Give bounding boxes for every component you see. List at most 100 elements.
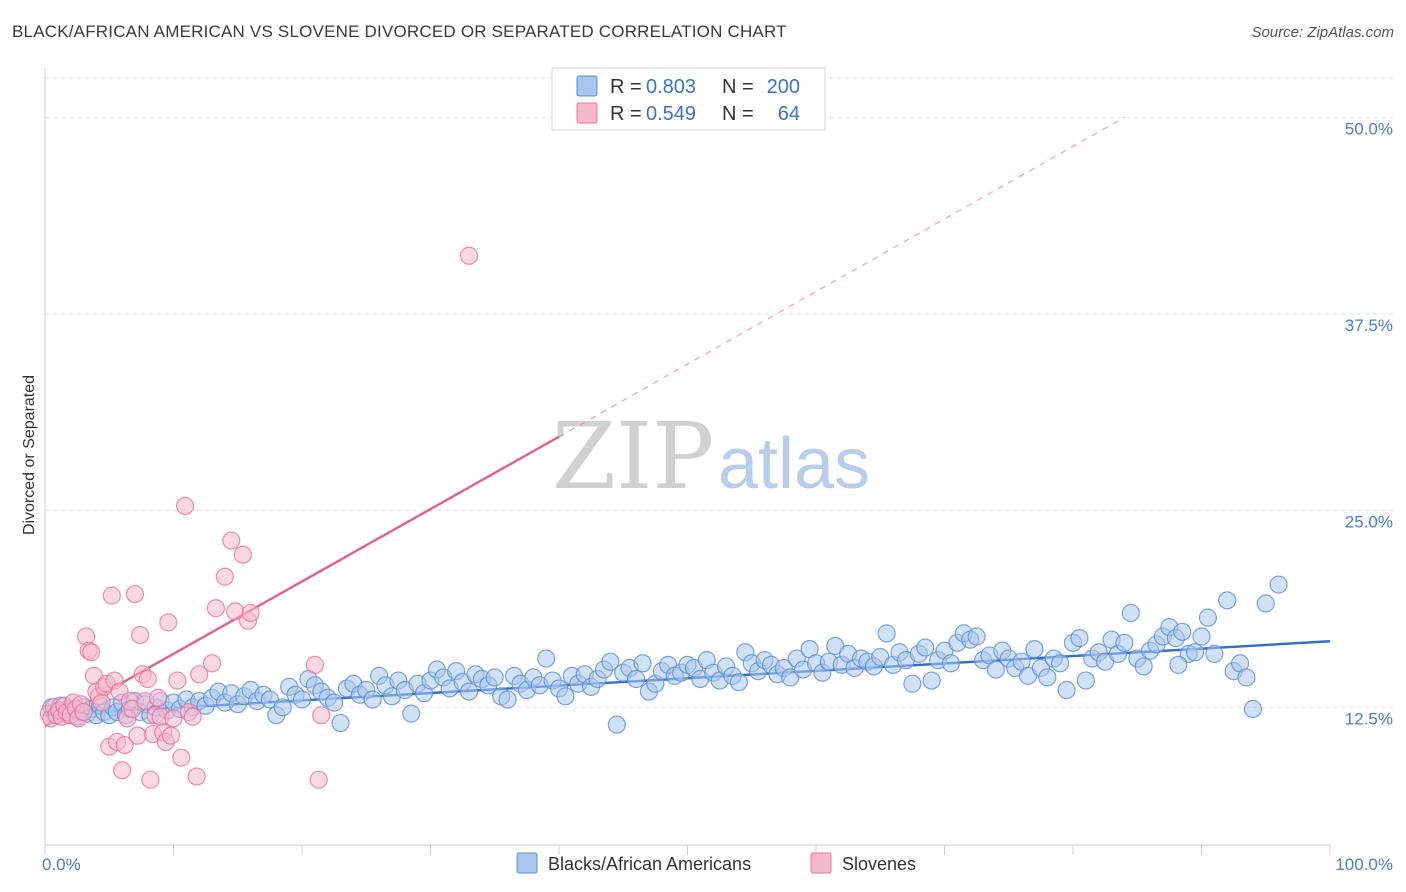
point-blacks: [1121, 603, 1140, 623]
bottom-legend-label: Slovenes: [842, 854, 916, 874]
x-tick-label: 100.0%: [1335, 855, 1393, 874]
point-blacks: [1243, 699, 1263, 719]
legend: R = 0.803 N = 200 R = 0.549 N = 64: [551, 67, 826, 131]
point-slovenes: [206, 599, 226, 618]
point-slovenes: [172, 748, 191, 767]
point-blacks: [331, 713, 350, 733]
point-blacks: [1218, 591, 1237, 610]
point-slovenes: [159, 613, 178, 632]
point-slovenes: [190, 665, 209, 684]
point-blacks: [1076, 671, 1095, 690]
point-slovenes: [112, 761, 132, 780]
point-slovenes: [183, 707, 202, 726]
bottom-legend-label: Blacks/African Americans: [548, 854, 751, 874]
legend-n-label: N =: [722, 76, 754, 98]
point-blacks: [1192, 627, 1211, 646]
point-slovenes: [130, 625, 150, 645]
point-slovenes: [202, 654, 222, 673]
point-slovenes: [215, 567, 234, 586]
point-blacks: [1057, 680, 1076, 700]
point-blacks: [916, 638, 935, 657]
point-slovenes: [175, 496, 195, 516]
point-slovenes: [241, 603, 260, 623]
point-blacks: [1269, 575, 1288, 594]
point-blacks: [292, 690, 312, 709]
y-tick-label: 37.5%: [1345, 316, 1393, 335]
point-blacks: [1051, 654, 1070, 673]
legend-r-label: R =: [610, 76, 642, 98]
watermark-zip: ZIP: [552, 403, 714, 510]
point-blacks: [1205, 644, 1224, 663]
legend-n-value: 200: [767, 76, 800, 98]
legend-r-value: 0.549: [646, 103, 696, 125]
point-blacks: [967, 627, 986, 646]
point-slovenes: [115, 735, 134, 755]
point-blacks: [626, 669, 646, 689]
watermark: ZIP atlas: [552, 403, 870, 510]
point-slovenes: [459, 246, 479, 265]
point-blacks: [877, 624, 896, 643]
point-slovenes: [74, 702, 93, 722]
point-blacks: [325, 693, 344, 712]
point-slovenes: [102, 586, 121, 605]
data-points: [39, 246, 1288, 789]
point-blacks: [537, 649, 556, 668]
point-blacks: [1169, 655, 1188, 674]
point-slovenes: [233, 545, 252, 564]
trend-line-pink: [44, 435, 560, 728]
tick-labels: 12.5% 25.0% 37.5% 50.0% 0.0% 100.0%: [42, 119, 1393, 874]
y-tick-label: 12.5%: [1345, 709, 1393, 728]
chart-title: BLACK/AFRICAN AMERICAN VS SLOVENE DIVORC…: [12, 22, 787, 41]
bottom-legend: Blacks/African Americans Slovenes: [516, 852, 916, 874]
trend-line-extension: [558, 116, 1125, 438]
point-slovenes: [309, 770, 328, 789]
y-axis-label: Divorced or Separated: [21, 375, 38, 535]
point-blacks: [601, 652, 620, 671]
point-slovenes: [141, 770, 160, 789]
point-blacks: [1115, 633, 1134, 652]
point-blacks: [1038, 668, 1057, 687]
point-blacks: [903, 674, 922, 693]
legend-n-label: N =: [722, 103, 754, 125]
point-blacks: [485, 668, 504, 687]
point-blacks: [556, 687, 575, 706]
point-blacks: [273, 698, 292, 717]
point-slovenes: [161, 726, 181, 745]
point-slovenes: [222, 531, 241, 550]
point-blacks: [607, 715, 626, 734]
y-tick-label: 50.0%: [1345, 119, 1393, 138]
point-blacks: [1070, 629, 1089, 648]
point-slovenes: [305, 655, 324, 674]
point-blacks: [1198, 608, 1218, 627]
y-tick-label: 25.0%: [1345, 513, 1393, 532]
bottom-legend-swatch-pink: [810, 852, 832, 874]
point-blacks: [986, 660, 1006, 679]
point-blacks: [1025, 640, 1044, 659]
legend-swatch-blue: [576, 75, 598, 97]
point-blacks: [1185, 643, 1205, 662]
legend-r-label: R =: [610, 103, 642, 125]
point-blacks: [498, 690, 517, 709]
point-slovenes: [92, 693, 111, 712]
point-slovenes: [164, 709, 183, 728]
legend-r-value: 0.803: [646, 76, 696, 98]
point-blacks: [459, 682, 479, 701]
point-slovenes: [148, 688, 168, 707]
legend-swatch-pink: [576, 102, 598, 124]
point-blacks: [363, 690, 382, 709]
x-tick-label: 0.0%: [42, 855, 81, 874]
point-blacks: [1173, 622, 1192, 641]
point-blacks: [1237, 668, 1256, 687]
point-blacks: [1256, 594, 1275, 613]
point-blacks: [729, 673, 749, 692]
point-slovenes: [312, 706, 331, 725]
point-blacks: [1134, 657, 1153, 676]
legend-n-value: 64: [778, 103, 800, 125]
point-blacks: [402, 704, 421, 723]
point-blacks: [633, 654, 652, 673]
point-slovenes: [125, 584, 145, 604]
chart-source: Source: ZipAtlas.com: [1251, 24, 1394, 41]
point-blacks: [941, 654, 961, 673]
point-slovenes: [138, 669, 157, 689]
